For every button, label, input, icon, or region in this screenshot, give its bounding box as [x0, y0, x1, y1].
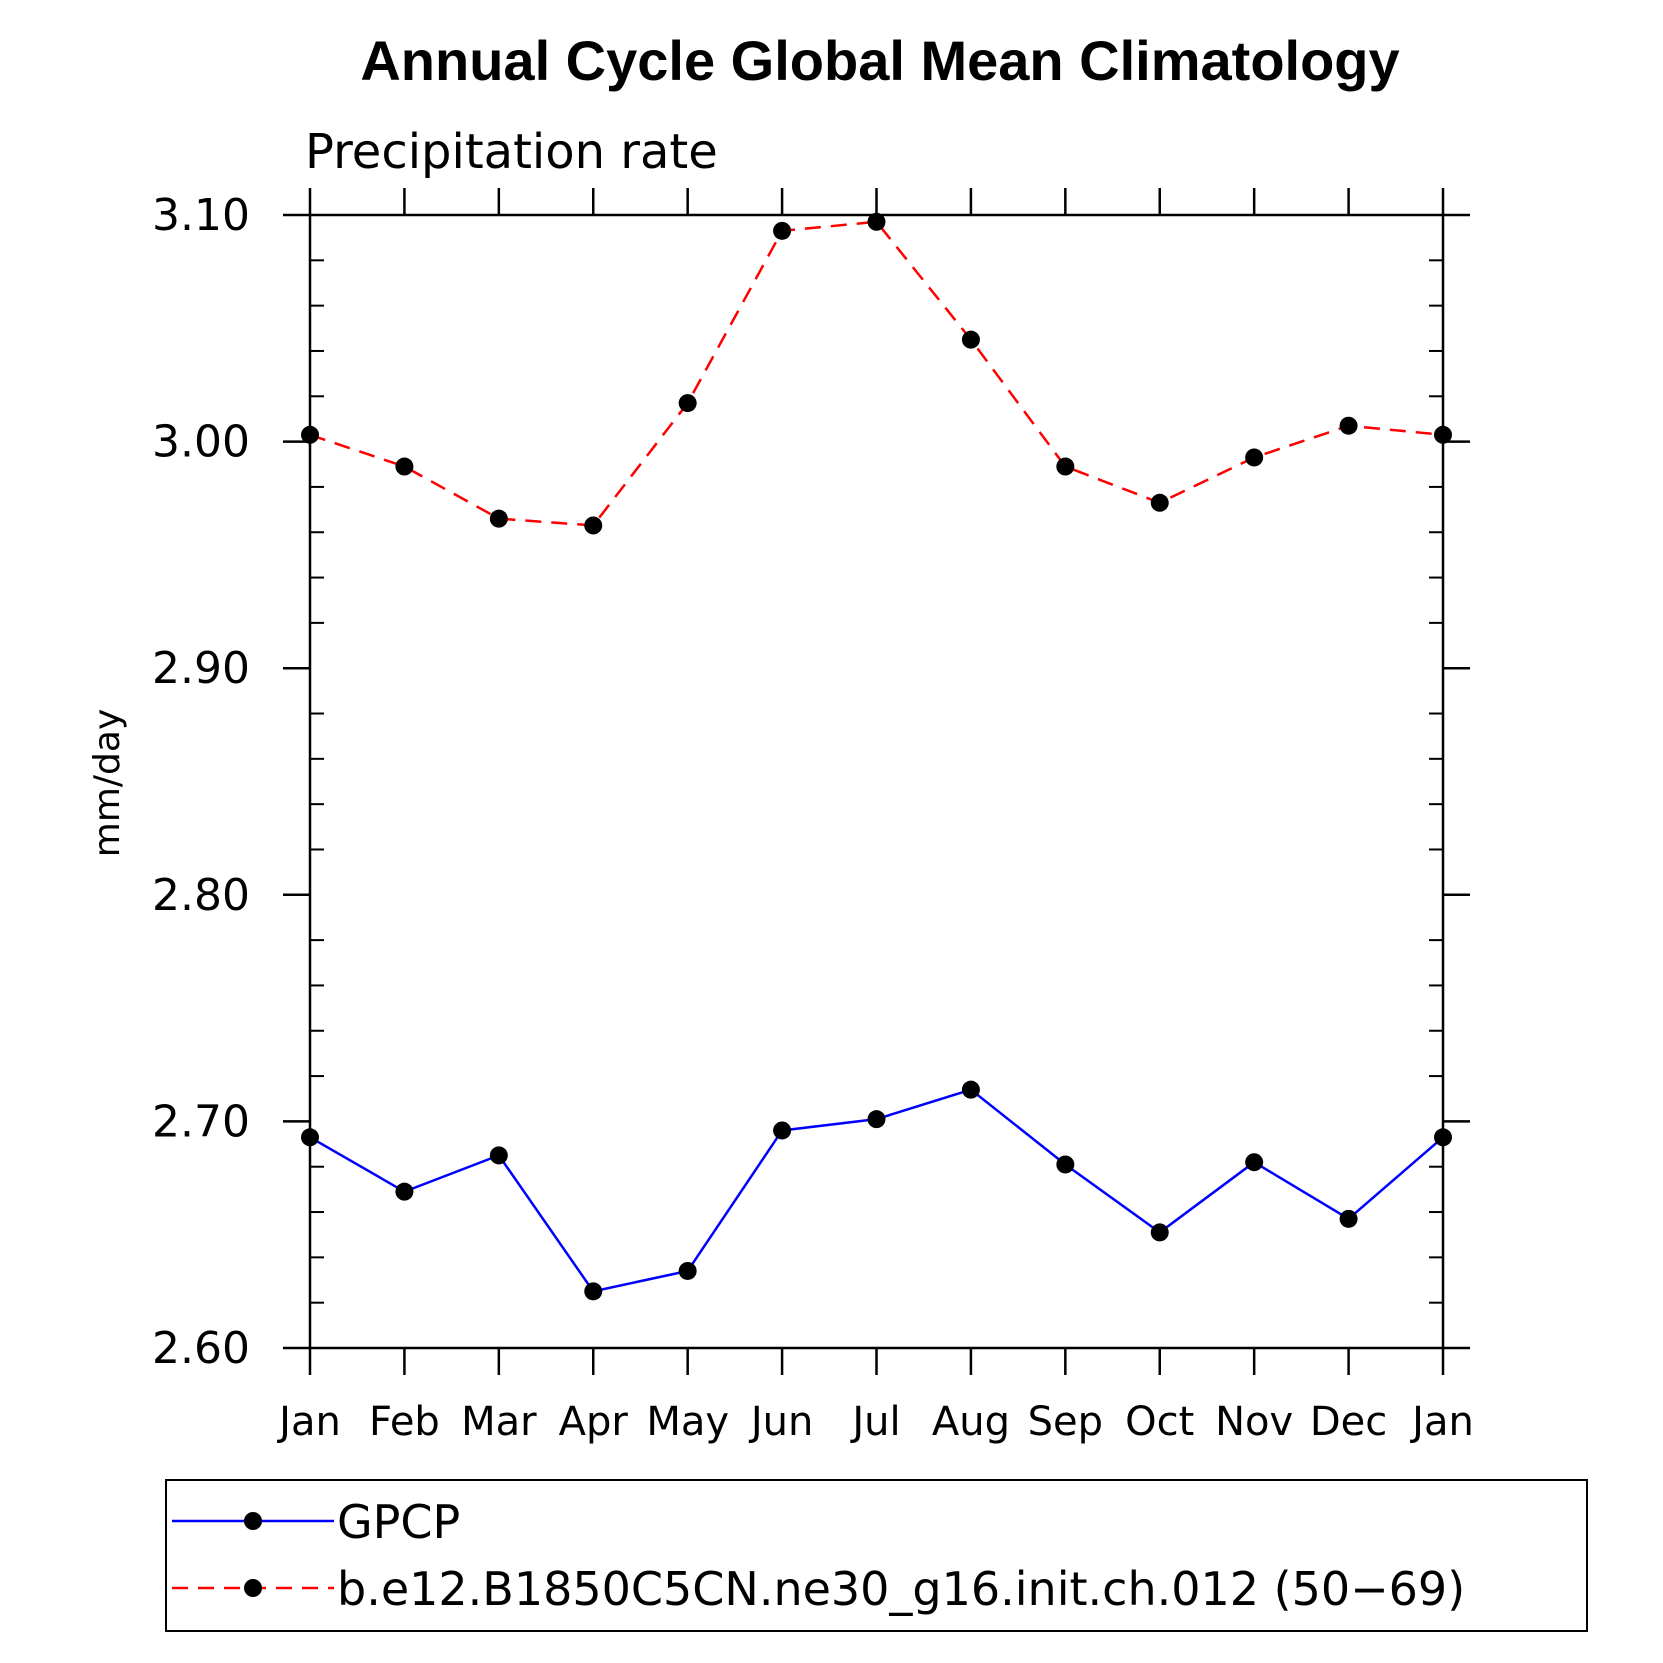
- x-tick-label: Mar: [461, 1399, 537, 1445]
- y-tick-label: 2.60: [152, 1323, 250, 1374]
- data-point: [1245, 1153, 1264, 1172]
- x-tick-label: Feb: [369, 1399, 440, 1445]
- x-tick-label: Jan: [1409, 1399, 1474, 1445]
- data-point: [961, 330, 980, 349]
- legend-label-2: b.e12.B1850C5CN.ne30_g16.init.ch.012 (50…: [337, 1562, 1465, 1616]
- data-point: [301, 425, 319, 444]
- data-point: [773, 1121, 792, 1140]
- chart-title: Annual Cycle Global Mean Climatology: [360, 29, 1399, 92]
- data-point: [301, 1128, 319, 1147]
- data-point: [489, 509, 508, 528]
- data-point: [678, 394, 697, 413]
- data-point: [961, 1080, 980, 1099]
- data-point: [773, 221, 792, 240]
- data-point: [678, 1261, 697, 1280]
- data-point: [1150, 1223, 1169, 1242]
- y-axis-label: mm/day: [87, 709, 128, 857]
- data-point: [1056, 457, 1075, 476]
- axes: Jan Feb Mar Apr May Jun Jul Aug Sep Oct Nov Dec Jan 2…: [152, 188, 1474, 1445]
- data-point: [1339, 1209, 1358, 1228]
- y-tick-label: 2.70: [152, 1096, 250, 1147]
- x-tick-label: Nov: [1215, 1399, 1293, 1445]
- data-point: [584, 1282, 603, 1301]
- data-point: [395, 1182, 414, 1201]
- data-point: [489, 1146, 508, 1165]
- x-tick-label: Aug: [932, 1399, 1010, 1445]
- legend: GPCP b.e12.B1850C5CN.ne30_g16.init.ch.012…: [172, 1495, 1465, 1616]
- y-tick-label: 3.10: [152, 190, 250, 241]
- plot-frame: [308, 213, 1445, 1350]
- data-point: [1434, 1128, 1452, 1147]
- data-point: [867, 212, 886, 231]
- data-point: [1434, 425, 1452, 444]
- data-point: [584, 516, 603, 535]
- x-tick-label: Sep: [1028, 1399, 1103, 1445]
- data-point: [1339, 416, 1358, 435]
- x-tick-label: Jul: [849, 1399, 900, 1445]
- y-tick-label: 3.00: [152, 417, 250, 468]
- x-tick-label: Apr: [559, 1399, 629, 1445]
- legend-marker-1: [244, 1512, 262, 1530]
- y-tick-label: 2.80: [152, 870, 250, 921]
- series-layer: [301, 212, 1452, 1301]
- legend-box: [165, 1479, 1588, 1632]
- data-point: [1245, 448, 1264, 467]
- x-tick-label: Jun: [748, 1399, 814, 1445]
- y-tick-label: 2.90: [152, 643, 250, 694]
- x-tick-label: May: [646, 1399, 729, 1445]
- data-point: [395, 457, 414, 476]
- x-tick-label: Jan: [276, 1399, 341, 1445]
- data-point: [1150, 493, 1169, 512]
- x-tick-label: Oct: [1125, 1399, 1194, 1445]
- chart-subtitle: Precipitation rate: [305, 124, 718, 180]
- data-point: [867, 1110, 886, 1129]
- legend-label-1: GPCP: [337, 1495, 460, 1549]
- x-tick-label: Dec: [1310, 1399, 1387, 1445]
- data-point: [1056, 1155, 1075, 1174]
- series-line-2: [309, 220, 1444, 527]
- legend-marker-2: [244, 1579, 262, 1597]
